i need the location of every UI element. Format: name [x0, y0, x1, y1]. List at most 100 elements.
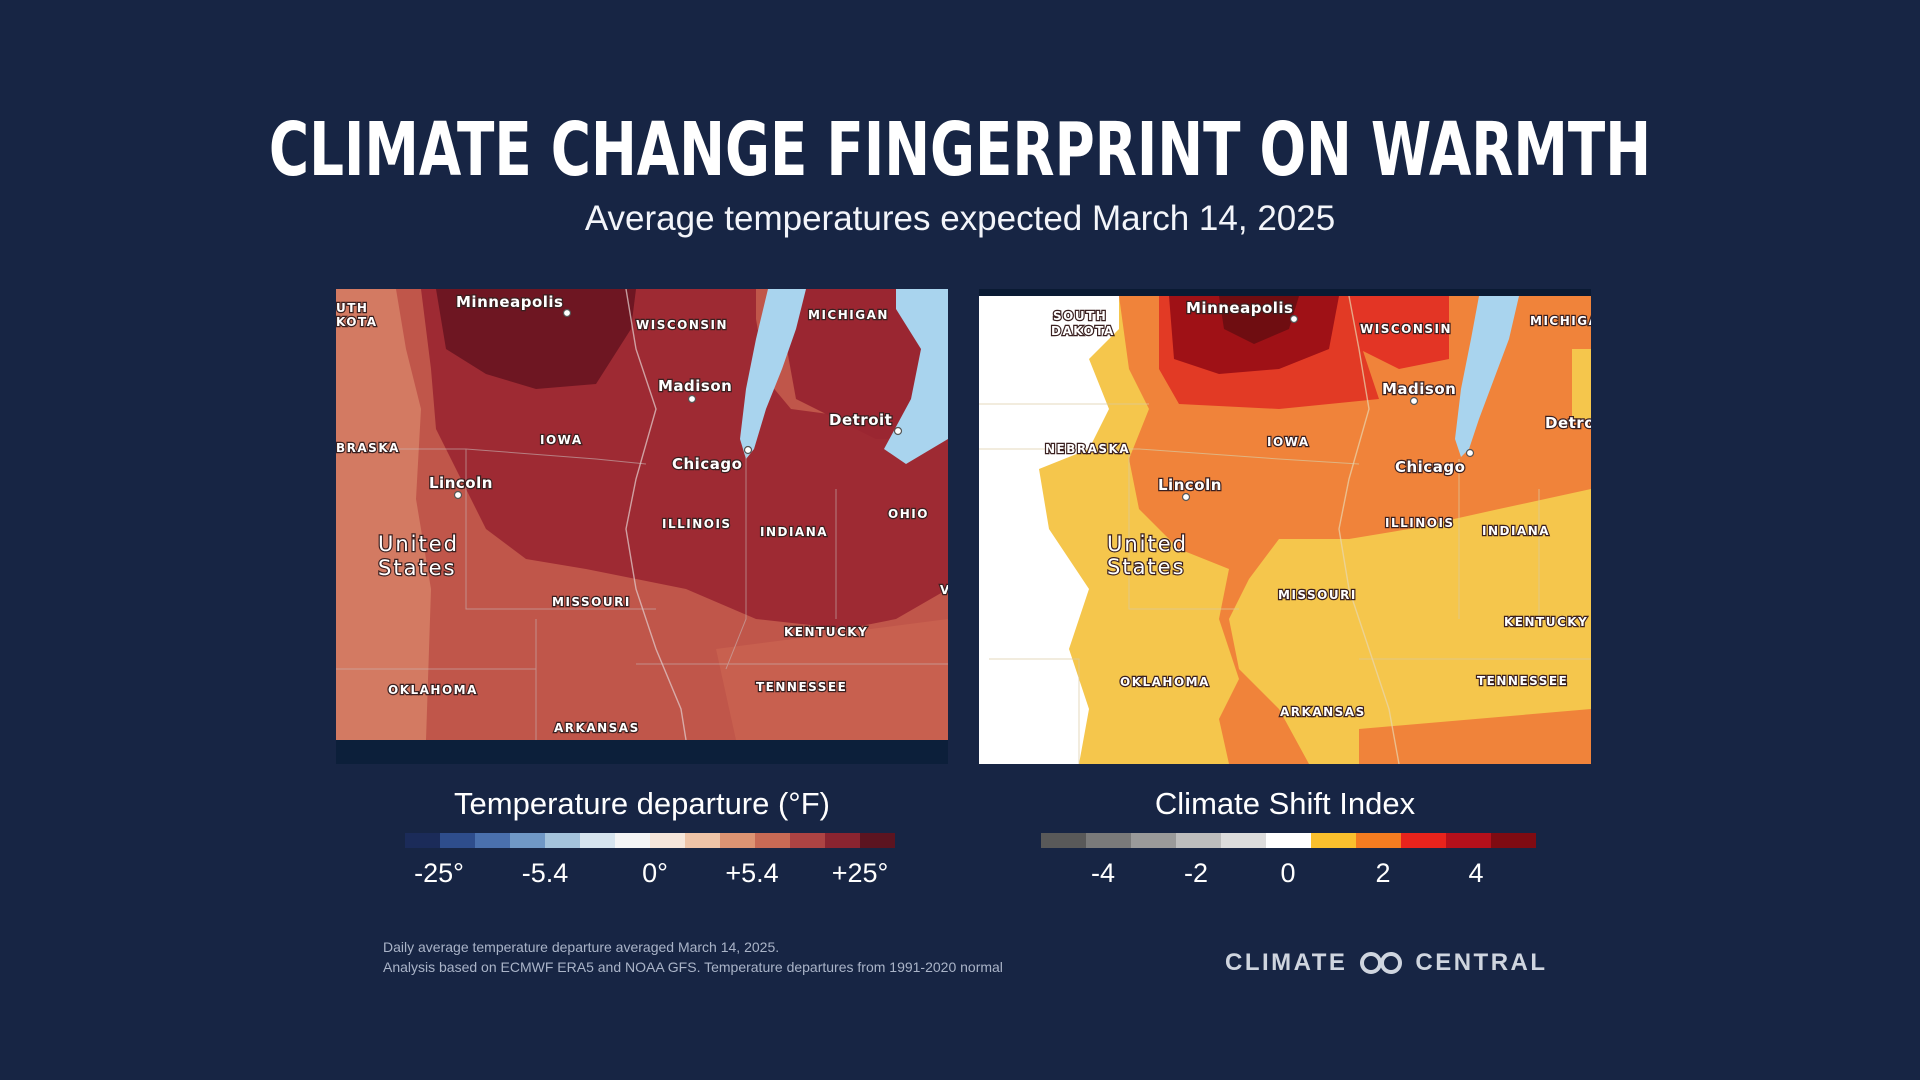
southern-orange-region: [1359, 709, 1591, 764]
lake-huron: [884, 289, 948, 464]
temperature-tick: +5.4: [725, 858, 779, 888]
state-borders: [979, 403, 1591, 764]
label-united: United: [378, 532, 459, 556]
lake-michigan: [1455, 296, 1519, 457]
label-missouri: MISSOURI: [1278, 588, 1357, 602]
temperature-color-swatch: [860, 833, 895, 848]
label-nebraska: BRASKA: [336, 441, 400, 455]
temperature-departure-map-canvas: UTH KOTA Minneapolis WISCONSIN MICHIGAN …: [336, 289, 948, 764]
temperature-departure-map: UTH KOTA Minneapolis WISCONSIN MICHIGAN …: [336, 289, 948, 764]
madison-marker: [687, 394, 697, 404]
csi-tick: -4: [1090, 858, 1116, 888]
csi-color-swatch: [1176, 833, 1221, 848]
label-lincoln: Lincoln: [1158, 476, 1222, 494]
label-ohio: OHIO: [888, 507, 929, 521]
page-title: CLIMATE CHANGE FINGERPRINT ON WARMTH: [268, 107, 1652, 193]
map-labels: SOUTH DAKOTA Minneapolis WISCONSIN MICHI…: [1044, 298, 1591, 720]
mississippi-river: [1338, 295, 1400, 764]
label-nebraska: NEBRASKA: [1045, 442, 1130, 456]
temperature-color-swatch: [615, 833, 650, 848]
city-markers: [453, 308, 903, 500]
minneapolis-marker: [1289, 314, 1299, 324]
temperature-color-swatch: [755, 833, 790, 848]
csi-tick: 0: [1280, 858, 1296, 888]
csi-color-swatch: [1401, 833, 1446, 848]
mississippi-river: [625, 289, 687, 741]
label-oklahoma: OKLAHOMA: [388, 683, 478, 697]
climate-shift-index-color-scale: [1041, 833, 1536, 848]
temperature-color-swatch: [440, 833, 475, 848]
map-labels: UTH KOTA Minneapolis WISCONSIN MICHIGAN …: [336, 292, 948, 736]
detroit-marker: [893, 426, 903, 436]
border-line: [465, 449, 526, 610]
csi-color-swatch: [1221, 833, 1266, 848]
label-detroit: Detroit: [829, 411, 892, 429]
border-line: [725, 454, 747, 670]
red-region-wisconsin: [1349, 296, 1449, 369]
chicago-marker: [743, 445, 753, 455]
label-chicago: Chicago: [672, 455, 742, 473]
chicago-marker: [1465, 448, 1475, 458]
footnote-line-1: Daily average temperature departure aver…: [383, 939, 780, 955]
temperature-color-swatch: [790, 833, 825, 848]
label-lincoln: Lincoln: [429, 474, 493, 492]
border-line: [979, 448, 1360, 465]
temperature-color-swatch: [720, 833, 755, 848]
lincoln-marker: [1181, 492, 1191, 502]
climate-central-logo: CLIMATE CENTRAL: [1225, 948, 1548, 978]
label-minneapolis: Minneapolis: [456, 293, 563, 311]
minneapolis-marker: [562, 308, 572, 318]
label-michigan: MICHIGA: [1530, 314, 1591, 328]
label-indiana: INDIANA: [1482, 524, 1550, 538]
temperature-tick: 0°: [642, 858, 668, 888]
csi-color-swatch: [1311, 833, 1356, 848]
temperature-color-swatch: [510, 833, 545, 848]
logo-word-central: CENTRAL: [1415, 949, 1548, 976]
temperature-color-swatch: [545, 833, 580, 848]
csi-color-swatch: [1491, 833, 1536, 848]
label-chicago: Chicago: [1395, 458, 1465, 476]
map-top-band: [979, 289, 1591, 296]
label-iowa: IOWA: [540, 433, 583, 447]
lincoln-marker: [453, 490, 463, 500]
label-illinois: ILLINOIS: [1385, 516, 1455, 530]
label-wisconsin: WISCONSIN: [1360, 322, 1452, 336]
western-light-region: [336, 289, 431, 740]
label-arkansas: ARKANSAS: [1280, 705, 1366, 719]
michigan-edge-yellow: [1572, 349, 1591, 419]
label-michigan: MICHIGAN: [808, 308, 889, 322]
temperature-color-swatch: [685, 833, 720, 848]
label-states: States: [378, 556, 457, 580]
temperature-color-swatch: [580, 833, 615, 848]
label-detroit: Detro: [1545, 414, 1591, 432]
label-kentucky: KENTUCKY: [1504, 615, 1588, 629]
label-tennessee: TENNESSEE: [1477, 674, 1568, 688]
label-states: States: [1107, 555, 1186, 579]
csi-color-swatch: [1356, 833, 1401, 848]
border-line: [336, 448, 647, 465]
madison-marker: [1409, 396, 1419, 406]
temperature-tick: -5.4: [521, 858, 569, 888]
csi-tick: 4: [1468, 858, 1484, 888]
label-arkansas: ARKANSAS: [554, 721, 640, 735]
temperature-departure-legend-title: Temperature departure (°F): [454, 786, 830, 821]
csi-color-swatch: [1131, 833, 1176, 848]
temperature-tick: +25°: [831, 858, 889, 888]
state-borders: [336, 448, 948, 740]
temperature-color-swatch: [405, 833, 440, 848]
michigan-dark-region: [776, 289, 948, 439]
csi-color-swatch: [1041, 833, 1086, 848]
label-south-dakota-part2: KOTA: [336, 315, 378, 329]
southeast-region: [716, 619, 948, 740]
csi-color-swatch: [1446, 833, 1491, 848]
label-indiana: INDIANA: [760, 525, 828, 539]
minnesota-darkest-region: [436, 289, 636, 389]
temperature-color-swatch: [825, 833, 860, 848]
climate-shift-index-map-canvas: SOUTH DAKOTA Minneapolis WISCONSIN MICHI…: [979, 289, 1591, 764]
csi-tick: 2: [1375, 858, 1391, 888]
climate-shift-index-map: SOUTH DAKOTA Minneapolis WISCONSIN MICHI…: [979, 289, 1591, 764]
border-line: [989, 658, 1080, 764]
csi-color-swatch: [1266, 833, 1311, 848]
label-iowa: IOWA: [1267, 435, 1310, 449]
border-line: [1128, 449, 1239, 610]
